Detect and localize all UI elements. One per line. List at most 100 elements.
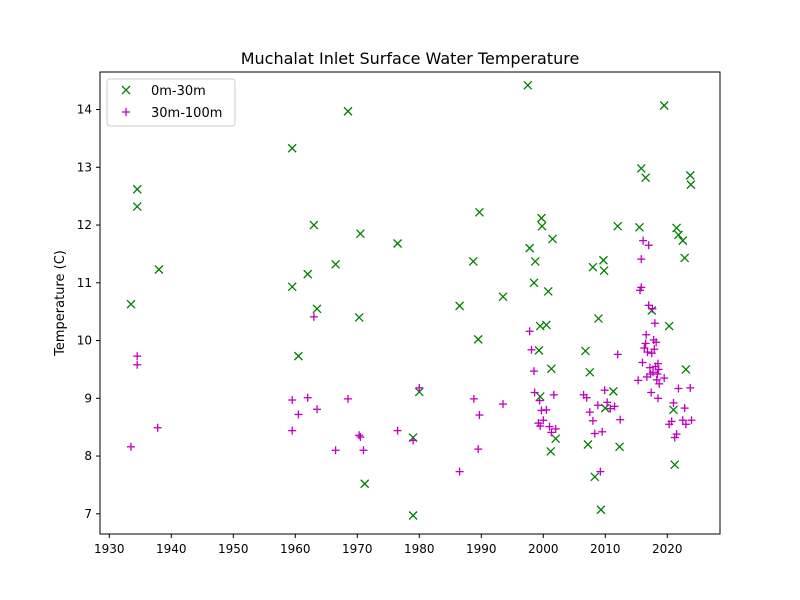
data-point-series-0 xyxy=(615,442,625,452)
data-point-series-1 xyxy=(652,338,661,347)
data-point-series-1 xyxy=(616,415,625,424)
data-point-series-1 xyxy=(469,394,478,403)
y-axis-ticks: 7 8 9 10 11 12 13 14 xyxy=(77,103,100,521)
data-point-series-0 xyxy=(474,207,484,217)
data-point-series-1 xyxy=(527,345,536,354)
plot-area-frame xyxy=(99,71,721,535)
data-point-series-0 xyxy=(583,440,593,449)
data-point-series-0 xyxy=(686,180,696,190)
data-point-series-1 xyxy=(153,423,162,432)
data-point-series-1 xyxy=(660,374,669,383)
data-point-series-1 xyxy=(643,348,652,357)
data-point-series-1 xyxy=(393,426,402,435)
x-axis-ticks: 1930 1940 1950 1960 1970 1980 1990 2000 2010 2020 xyxy=(94,534,683,556)
data-point-series-0 xyxy=(393,239,403,248)
data-point-series-1 xyxy=(634,376,643,385)
data-point-series-1 xyxy=(355,431,364,440)
data-point-series-0 xyxy=(551,434,561,444)
data-point-series-1 xyxy=(667,417,676,426)
data-point-series-0 xyxy=(132,202,142,212)
data-point-series-1 xyxy=(127,442,135,451)
data-markers xyxy=(126,80,696,520)
data-point-series-1 xyxy=(600,386,609,395)
data-point-series-1 xyxy=(678,416,687,425)
data-point-series-1 xyxy=(593,401,602,410)
data-point-series-1 xyxy=(549,390,558,399)
data-point-series-0 xyxy=(303,269,313,279)
data-point-series-1 xyxy=(551,424,560,433)
data-point-series-0 xyxy=(634,222,644,232)
y-tick-label: 9 xyxy=(84,391,92,405)
data-point-series-1 xyxy=(294,410,303,419)
data-point-series-1 xyxy=(641,339,650,348)
data-point-series-1 xyxy=(654,365,663,374)
data-point-series-1 xyxy=(344,394,352,403)
data-point-series-1 xyxy=(288,426,297,435)
data-point-series-0 xyxy=(590,472,600,482)
data-point-series-1 xyxy=(303,393,312,402)
data-point-series-0 xyxy=(132,184,142,194)
data-point-series-0 xyxy=(546,446,556,456)
data-point-series-0 xyxy=(455,301,465,311)
legend-label-30m-100m: 30m-100m xyxy=(151,106,222,121)
x-tick-label: 1930 xyxy=(94,542,125,556)
y-tick-label: 7 xyxy=(84,507,92,521)
data-point-series-1 xyxy=(409,436,418,445)
data-point-series-1 xyxy=(639,236,648,245)
y-tick-label: 8 xyxy=(84,449,92,463)
data-point-series-1 xyxy=(648,304,657,313)
x-tick-label: 1990 xyxy=(466,542,497,556)
data-point-series-1 xyxy=(674,384,683,393)
data-point-series-0 xyxy=(468,256,478,266)
x-tick-label: 2020 xyxy=(652,542,683,556)
data-point-series-0 xyxy=(354,312,364,322)
data-point-series-1 xyxy=(647,349,656,358)
data-point-series-1 xyxy=(613,350,622,359)
data-point-series-0 xyxy=(659,101,669,110)
data-point-series-1 xyxy=(415,383,424,392)
data-point-series-1 xyxy=(588,416,597,425)
data-point-series-1 xyxy=(133,360,142,369)
data-point-series-1 xyxy=(686,383,695,392)
data-point-series-0 xyxy=(680,253,690,263)
data-point-series-1 xyxy=(547,428,556,437)
data-point-series-0 xyxy=(126,299,136,309)
data-point-series-0 xyxy=(523,80,533,90)
x-tick-label: 2010 xyxy=(590,542,621,556)
data-point-series-0 xyxy=(641,173,651,183)
data-point-series-1 xyxy=(650,345,659,354)
data-point-series-1 xyxy=(654,394,662,403)
chart-title: Muchalat Inlet Surface Water Temperature xyxy=(241,49,580,68)
data-point-series-0 xyxy=(525,243,535,253)
data-point-series-0 xyxy=(355,229,365,239)
data-point-series-1 xyxy=(133,352,142,361)
data-point-series-1 xyxy=(649,368,658,377)
data-point-series-1 xyxy=(598,427,607,436)
legend-box xyxy=(106,78,236,127)
y-tick-label: 12 xyxy=(77,218,92,232)
data-point-series-0 xyxy=(681,364,691,374)
legend-marker-30m-100m xyxy=(122,108,130,116)
data-point-series-0 xyxy=(599,266,609,276)
x-tick-label: 2000 xyxy=(528,542,559,556)
data-point-series-0 xyxy=(585,367,595,377)
data-point-series-0 xyxy=(530,256,540,266)
data-point-series-0 xyxy=(613,221,623,231)
data-point-series-0 xyxy=(596,505,606,515)
data-point-series-1 xyxy=(642,330,651,339)
data-point-series-0 xyxy=(608,386,618,396)
data-point-series-0 xyxy=(498,292,508,302)
data-point-series-1 xyxy=(542,405,551,414)
data-point-series-0 xyxy=(548,234,558,244)
data-point-series-1 xyxy=(331,446,340,455)
data-point-series-0 xyxy=(331,259,341,269)
data-point-series-0 xyxy=(672,223,682,233)
data-point-series-1 xyxy=(539,416,548,425)
data-point-series-1 xyxy=(606,404,615,413)
data-point-series-0 xyxy=(598,255,608,265)
x-tick-label: 1960 xyxy=(280,542,311,556)
data-point-series-1 xyxy=(637,283,646,292)
data-point-series-1 xyxy=(585,408,594,417)
data-point-series-0 xyxy=(636,163,646,173)
